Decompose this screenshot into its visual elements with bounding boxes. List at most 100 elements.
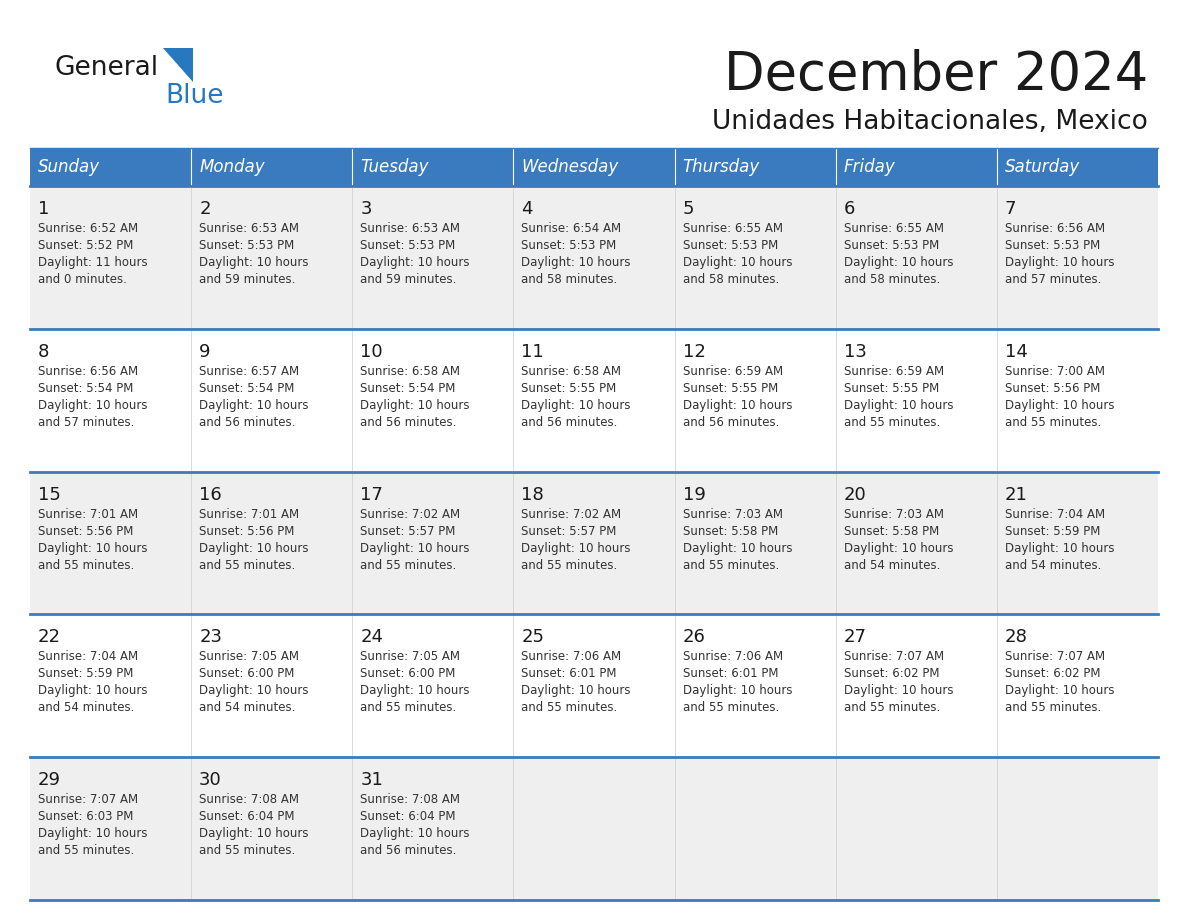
Text: Sunrise: 7:00 AM: Sunrise: 7:00 AM	[1005, 364, 1105, 378]
Text: Sunrise: 7:07 AM: Sunrise: 7:07 AM	[843, 650, 943, 664]
Text: Daylight: 10 hours: Daylight: 10 hours	[683, 542, 792, 554]
Text: Daylight: 10 hours: Daylight: 10 hours	[522, 398, 631, 412]
Text: Sunset: 6:02 PM: Sunset: 6:02 PM	[1005, 667, 1100, 680]
Text: 4: 4	[522, 200, 533, 218]
Text: Sunrise: 7:03 AM: Sunrise: 7:03 AM	[683, 508, 783, 521]
Text: Daylight: 10 hours: Daylight: 10 hours	[683, 685, 792, 698]
Text: Daylight: 10 hours: Daylight: 10 hours	[200, 398, 309, 412]
Text: Sunset: 6:00 PM: Sunset: 6:00 PM	[200, 667, 295, 680]
Text: and 55 minutes.: and 55 minutes.	[522, 701, 618, 714]
Text: Sunset: 5:53 PM: Sunset: 5:53 PM	[200, 239, 295, 252]
Text: Daylight: 10 hours: Daylight: 10 hours	[1005, 398, 1114, 412]
Bar	[997, 148, 1158, 186]
Text: Daylight: 10 hours: Daylight: 10 hours	[38, 827, 147, 840]
Text: Sunset: 5:54 PM: Sunset: 5:54 PM	[360, 382, 456, 395]
Bar	[191, 148, 353, 186]
Text: Daylight: 10 hours: Daylight: 10 hours	[200, 256, 309, 269]
Text: Daylight: 10 hours: Daylight: 10 hours	[360, 685, 469, 698]
Text: and 55 minutes.: and 55 minutes.	[360, 701, 456, 714]
Text: and 57 minutes.: and 57 minutes.	[38, 416, 134, 429]
Text: Daylight: 10 hours: Daylight: 10 hours	[1005, 685, 1114, 698]
Text: Sunset: 6:04 PM: Sunset: 6:04 PM	[360, 811, 456, 823]
Text: Daylight: 10 hours: Daylight: 10 hours	[683, 398, 792, 412]
Text: 5: 5	[683, 200, 694, 218]
Text: 10: 10	[360, 342, 383, 361]
Text: Sunrise: 6:57 AM: Sunrise: 6:57 AM	[200, 364, 299, 378]
Text: Wednesday: Wednesday	[522, 158, 619, 176]
Text: Daylight: 10 hours: Daylight: 10 hours	[1005, 256, 1114, 269]
Text: 7: 7	[1005, 200, 1017, 218]
Text: Sunrise: 7:04 AM: Sunrise: 7:04 AM	[1005, 508, 1105, 521]
Text: 9: 9	[200, 342, 210, 361]
Bar	[513, 148, 675, 186]
Text: Daylight: 10 hours: Daylight: 10 hours	[1005, 542, 1114, 554]
Text: 15: 15	[38, 486, 61, 504]
Text: and 56 minutes.: and 56 minutes.	[683, 416, 779, 429]
Text: Saturday: Saturday	[1005, 158, 1080, 176]
Text: 2: 2	[200, 200, 210, 218]
Text: and 58 minutes.: and 58 minutes.	[843, 273, 940, 286]
Text: 12: 12	[683, 342, 706, 361]
Text: Sunset: 5:57 PM: Sunset: 5:57 PM	[360, 524, 456, 538]
Text: Sunset: 5:53 PM: Sunset: 5:53 PM	[683, 239, 778, 252]
Text: and 57 minutes.: and 57 minutes.	[1005, 273, 1101, 286]
Text: and 58 minutes.: and 58 minutes.	[683, 273, 779, 286]
Text: Sunrise: 7:02 AM: Sunrise: 7:02 AM	[522, 508, 621, 521]
Text: Daylight: 10 hours: Daylight: 10 hours	[360, 827, 469, 840]
Text: 3: 3	[360, 200, 372, 218]
Text: Sunrise: 7:05 AM: Sunrise: 7:05 AM	[200, 650, 299, 664]
Text: Sunset: 5:53 PM: Sunset: 5:53 PM	[843, 239, 939, 252]
Text: Sunrise: 7:01 AM: Sunrise: 7:01 AM	[200, 508, 299, 521]
Text: Sunset: 6:04 PM: Sunset: 6:04 PM	[200, 811, 295, 823]
Bar	[30, 148, 191, 186]
Text: Sunset: 6:00 PM: Sunset: 6:00 PM	[360, 667, 456, 680]
Text: Sunrise: 7:08 AM: Sunrise: 7:08 AM	[200, 793, 299, 806]
Text: 31: 31	[360, 771, 384, 789]
Text: and 56 minutes.: and 56 minutes.	[360, 416, 456, 429]
Text: Sunset: 5:53 PM: Sunset: 5:53 PM	[522, 239, 617, 252]
Text: Sunset: 5:58 PM: Sunset: 5:58 PM	[683, 524, 778, 538]
Text: and 55 minutes.: and 55 minutes.	[843, 416, 940, 429]
Text: 22: 22	[38, 629, 61, 646]
Text: Sunset: 6:01 PM: Sunset: 6:01 PM	[522, 667, 617, 680]
Text: Sunrise: 7:03 AM: Sunrise: 7:03 AM	[843, 508, 943, 521]
Text: Daylight: 10 hours: Daylight: 10 hours	[843, 542, 953, 554]
Text: and 58 minutes.: and 58 minutes.	[522, 273, 618, 286]
Text: Sunset: 5:58 PM: Sunset: 5:58 PM	[843, 524, 939, 538]
Text: December 2024: December 2024	[723, 49, 1148, 101]
Text: Sunset: 5:54 PM: Sunset: 5:54 PM	[200, 382, 295, 395]
Bar	[30, 186, 1158, 329]
Text: Daylight: 10 hours: Daylight: 10 hours	[522, 685, 631, 698]
Text: and 55 minutes.: and 55 minutes.	[683, 701, 779, 714]
Text: and 59 minutes.: and 59 minutes.	[200, 273, 296, 286]
Text: 11: 11	[522, 342, 544, 361]
Text: 23: 23	[200, 629, 222, 646]
Text: Daylight: 10 hours: Daylight: 10 hours	[38, 398, 147, 412]
Text: Sunset: 6:01 PM: Sunset: 6:01 PM	[683, 667, 778, 680]
Text: Sunrise: 7:08 AM: Sunrise: 7:08 AM	[360, 793, 460, 806]
Text: Monday: Monday	[200, 158, 265, 176]
Text: Sunrise: 7:05 AM: Sunrise: 7:05 AM	[360, 650, 460, 664]
Text: Sunrise: 7:06 AM: Sunrise: 7:06 AM	[683, 650, 783, 664]
Text: 24: 24	[360, 629, 384, 646]
Text: Thursday: Thursday	[683, 158, 760, 176]
Text: Sunset: 5:59 PM: Sunset: 5:59 PM	[38, 667, 133, 680]
Text: Daylight: 10 hours: Daylight: 10 hours	[522, 256, 631, 269]
Text: Sunrise: 6:59 AM: Sunrise: 6:59 AM	[683, 364, 783, 378]
Text: and 55 minutes.: and 55 minutes.	[38, 558, 134, 572]
Text: and 56 minutes.: and 56 minutes.	[200, 416, 296, 429]
Text: Sunset: 5:59 PM: Sunset: 5:59 PM	[1005, 524, 1100, 538]
Text: 21: 21	[1005, 486, 1028, 504]
Text: Daylight: 10 hours: Daylight: 10 hours	[200, 685, 309, 698]
Text: 1: 1	[38, 200, 50, 218]
Bar	[675, 148, 835, 186]
Text: 27: 27	[843, 629, 867, 646]
Text: Daylight: 10 hours: Daylight: 10 hours	[38, 685, 147, 698]
Text: Daylight: 10 hours: Daylight: 10 hours	[843, 398, 953, 412]
Text: and 55 minutes.: and 55 minutes.	[1005, 416, 1101, 429]
Bar	[30, 472, 1158, 614]
Text: Daylight: 10 hours: Daylight: 10 hours	[843, 685, 953, 698]
Bar	[353, 148, 513, 186]
Text: Sunrise: 6:54 AM: Sunrise: 6:54 AM	[522, 222, 621, 235]
Text: 28: 28	[1005, 629, 1028, 646]
